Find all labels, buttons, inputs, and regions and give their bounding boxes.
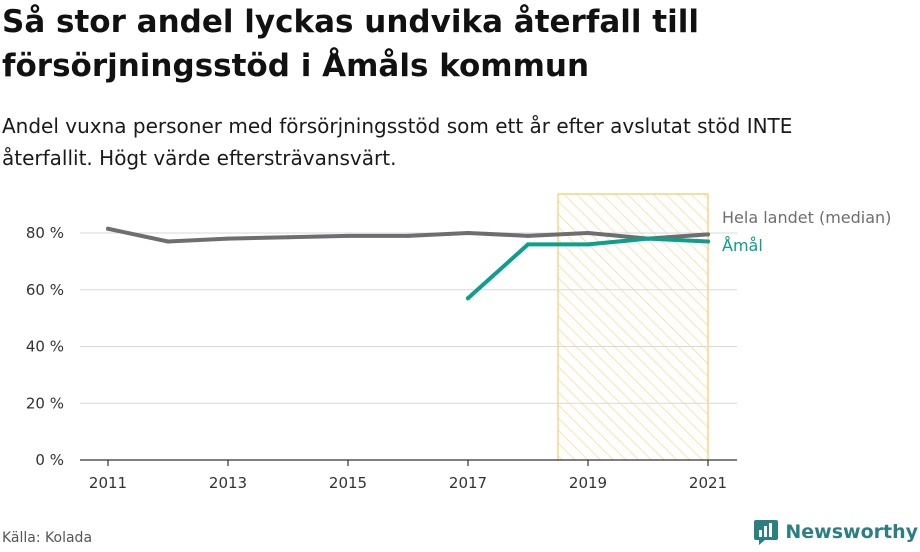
line-chart: 0 % 20 % 40 % 60 % 80 % 2011 2013 2015 2017 2019… xyxy=(26,193,891,492)
series-label-0: Hela landet (median) xyxy=(722,208,891,227)
data-point xyxy=(526,242,530,247)
y-tick-label: 40 % xyxy=(26,338,64,356)
x-tick-label: 2013 xyxy=(209,474,247,492)
y-tick-label: 0 % xyxy=(35,451,64,469)
x-tick-label: 2021 xyxy=(689,474,727,492)
data-point xyxy=(646,236,650,241)
chart-subtitle: Andel vuxna personer med försörjningsstö… xyxy=(2,114,793,170)
y-tick-label: 60 % xyxy=(26,281,64,299)
data-point xyxy=(526,233,530,238)
x-tick-label: 2015 xyxy=(329,474,367,492)
data-point xyxy=(106,226,110,231)
x-tick-label: 2011 xyxy=(89,474,127,492)
data-point xyxy=(166,239,170,244)
data-point xyxy=(466,296,470,301)
x-tick-label: 2019 xyxy=(569,474,607,492)
brand-name: Newsworthy xyxy=(785,521,918,543)
data-point xyxy=(406,233,410,238)
data-point xyxy=(586,242,590,247)
data-point xyxy=(226,236,230,241)
data-point xyxy=(466,231,470,235)
brand-logo[interactable]: Newsworthy xyxy=(753,518,918,546)
y-tick-label: 80 % xyxy=(26,224,64,242)
chart-title: Så stor andel lyckas undvika återfall ti… xyxy=(2,4,699,84)
x-tick-label: 2017 xyxy=(449,474,487,492)
data-point xyxy=(706,239,710,244)
y-tick-label: 20 % xyxy=(26,394,64,412)
data-point xyxy=(346,233,350,238)
data-point xyxy=(286,235,290,240)
series-label-1: Åmål xyxy=(722,236,763,255)
data-point xyxy=(706,232,710,237)
newsworthy-logo-icon xyxy=(754,520,779,545)
source-note: Källa: Kolada xyxy=(2,530,93,546)
data-point xyxy=(586,231,590,235)
